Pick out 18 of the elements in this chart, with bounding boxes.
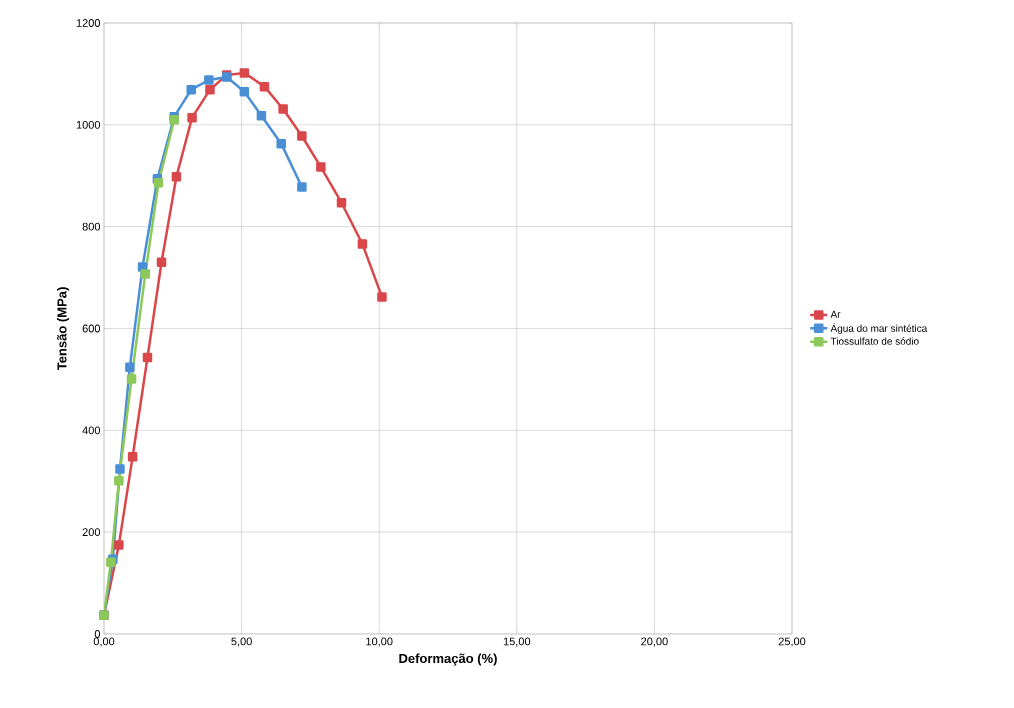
y-tick-label: 600 — [82, 324, 101, 333]
y-axis-title: Tensão (MPa) — [57, 287, 70, 371]
x-tick-label: 20,00 — [641, 637, 668, 647]
y-tick-label: 800 — [82, 222, 101, 231]
legend-label: Água do mar sintética — [830, 323, 928, 334]
x-tick-label: 0,00 — [93, 637, 115, 647]
x-tick-label: 10,00 — [366, 637, 393, 647]
y-tick-label: 1200 — [76, 19, 101, 27]
y-tick-label: 0 — [94, 630, 101, 638]
x-tick-label: 15,00 — [503, 637, 531, 647]
legend-label: Ar — [830, 310, 841, 318]
x-axis-title: Deformação (%) — [399, 653, 497, 666]
y-tick-label: 1000 — [76, 120, 101, 129]
y-tick-label: 200 — [82, 528, 101, 537]
legend-label: Tiossulfato de sódio — [830, 337, 919, 345]
y-tick-label: 400 — [82, 426, 101, 435]
x-tick-label: 5,00 — [231, 637, 252, 647]
x-tick-label: 25,00 — [778, 637, 806, 647]
